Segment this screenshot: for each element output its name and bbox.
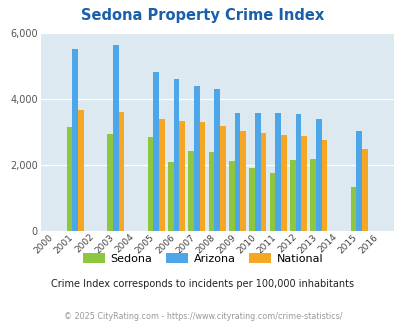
Bar bbox=[289, 160, 295, 231]
Text: Crime Index corresponds to incidents per 100,000 inhabitants: Crime Index corresponds to incidents per… bbox=[51, 279, 354, 289]
Bar bbox=[260, 133, 266, 231]
Bar bbox=[214, 89, 220, 231]
Bar bbox=[147, 137, 153, 231]
Bar bbox=[321, 140, 326, 231]
Text: Sedona Property Crime Index: Sedona Property Crime Index bbox=[81, 8, 324, 23]
Bar bbox=[194, 86, 199, 231]
Bar bbox=[301, 136, 306, 231]
Bar bbox=[240, 131, 245, 231]
Bar bbox=[315, 119, 321, 231]
Bar bbox=[118, 112, 124, 231]
Bar bbox=[208, 152, 214, 231]
Bar bbox=[269, 173, 275, 231]
Bar bbox=[350, 187, 356, 231]
Bar bbox=[78, 110, 83, 231]
Bar bbox=[361, 149, 367, 231]
Bar bbox=[179, 121, 185, 231]
Bar bbox=[168, 162, 173, 231]
Bar bbox=[113, 45, 118, 231]
Bar bbox=[309, 159, 315, 231]
Bar bbox=[249, 168, 254, 231]
Bar bbox=[199, 122, 205, 231]
Bar bbox=[107, 134, 113, 231]
Bar bbox=[356, 131, 361, 231]
Legend: Sedona, Arizona, National: Sedona, Arizona, National bbox=[78, 248, 327, 268]
Bar bbox=[188, 151, 194, 231]
Bar bbox=[275, 113, 280, 231]
Bar bbox=[153, 72, 159, 231]
Bar bbox=[173, 79, 179, 231]
Bar bbox=[280, 135, 286, 231]
Bar bbox=[159, 119, 164, 231]
Bar bbox=[295, 114, 301, 231]
Bar bbox=[72, 49, 78, 231]
Bar bbox=[66, 127, 72, 231]
Text: © 2025 CityRating.com - https://www.cityrating.com/crime-statistics/: © 2025 CityRating.com - https://www.city… bbox=[64, 312, 341, 321]
Bar bbox=[254, 113, 260, 231]
Bar bbox=[228, 161, 234, 231]
Bar bbox=[220, 126, 225, 231]
Bar bbox=[234, 113, 240, 231]
